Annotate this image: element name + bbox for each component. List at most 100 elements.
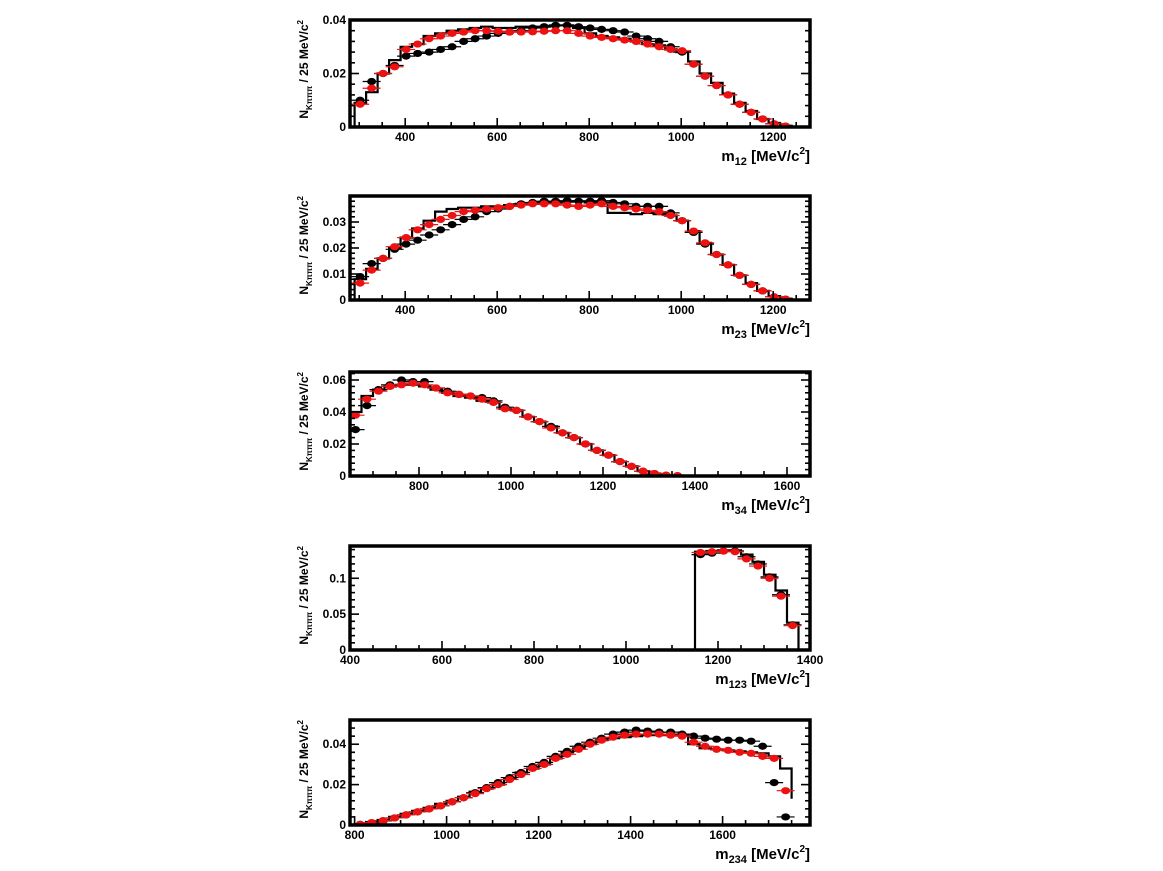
data-point [712,81,722,90]
data-point [351,426,361,434]
data-point [367,84,377,92]
data-point [654,43,664,51]
plot-area [350,376,687,476]
x-axis-label-subscript: 12 [735,156,747,168]
data-point [459,208,469,216]
data-point [516,28,526,36]
y-axis-label-superscript: 2 [296,195,305,200]
data-point [654,202,664,210]
x-axis-label-unit: [MeV/c [747,497,800,514]
data-point [436,226,446,234]
data-point [608,27,618,35]
x-axis-label-subscript: 34 [735,505,748,517]
y-axis-label-subscript: Kπππ [305,438,314,462]
data-point [735,271,745,279]
x-axis-label: m12 [MeV/c2] [721,146,810,168]
data-point [436,215,446,223]
data-point [562,27,572,35]
y-axis-label-subscript: Kπππ [305,262,314,286]
data-point [413,40,423,48]
data-point [362,395,372,403]
data-point [627,462,637,470]
x-tick-label: 800 [524,653,544,667]
y-tick-label: 0.06 [323,373,347,387]
data-point [378,69,388,78]
data-point [735,748,745,756]
data-point [401,45,411,54]
y-axis-label-symbol: N [297,810,311,819]
x-tick-label: 1000 [613,653,640,667]
data-point [700,734,710,742]
histogram-step-line [353,24,793,127]
data-point [378,816,388,825]
data-point [482,32,492,40]
x-axis-label-superscript: 2 [799,146,805,157]
data-point [654,208,664,216]
data-point [413,236,423,244]
data-point [723,91,733,99]
data-point [746,108,756,116]
data-series-black [351,21,795,127]
histogram-step-line [693,549,800,650]
x-tick-label: 1600 [774,479,801,493]
x-axis-label: m34 [MeV/c2] [721,495,810,517]
x-axis-label-unit: [MeV/c [747,321,800,338]
y-tick-label: 0.03 [323,215,347,229]
histogram-panel-2: 400 600 800 1000 1200 0 0.01 0.02 0.03 m23 [MeV/c… [296,194,812,341]
data-point [707,548,717,556]
data-point [470,790,480,798]
data-point [493,27,503,35]
data-point [696,548,706,557]
y-tick-label: 0.02 [323,437,347,451]
x-tick-label: 1000 [433,828,460,842]
y-tick-label: 0 [339,120,346,134]
y-axis-label-symbol: N [297,110,311,119]
data-point [482,785,492,793]
data-point [424,805,434,813]
y-tick-label: 0.02 [323,778,347,792]
x-tick-label: 1600 [709,828,736,842]
y-axis-label-subscript: Kπππ [305,786,314,810]
y-tick-label: 0.02 [323,67,347,81]
data-point [608,202,618,210]
data-point [447,29,457,37]
x-tick-label: 1000 [668,130,695,144]
data-point [758,742,768,750]
data-point [385,382,395,390]
x-tick-label: 1400 [797,653,824,667]
data-point [666,45,676,54]
data-point [424,35,434,43]
data-point [643,730,653,738]
data-point [788,622,798,630]
x-axis-label: m234 [MeV/c2] [715,844,810,866]
data-point [535,418,545,426]
data-point [643,206,653,214]
data-point [654,37,664,46]
histogram-step-line [353,200,793,300]
data-point [735,100,745,108]
data-point [562,750,572,758]
data-point [569,434,579,442]
x-tick-label: 1200 [760,130,787,144]
y-axis-label: NKπππ / 25 MeV/c2 [296,719,314,818]
x-tick-label: 800 [345,828,365,842]
data-point [758,752,768,760]
data-point [620,28,630,36]
data-point [424,231,434,239]
data-point [539,760,549,769]
data-point [447,798,457,806]
data-point [482,27,492,35]
data-point [758,115,768,123]
y-tick-label: 0 [339,818,346,832]
data-point [620,731,630,739]
x-axis-label-symbol: m [721,148,734,165]
data-point [730,548,740,556]
data-point [367,77,377,86]
data-point [712,745,722,753]
data-point [677,217,687,225]
data-point [654,730,664,738]
y-axis-label-unit: / 25 MeV/c [297,24,311,86]
data-point [362,402,372,410]
y-tick-label: 0.04 [323,405,347,419]
